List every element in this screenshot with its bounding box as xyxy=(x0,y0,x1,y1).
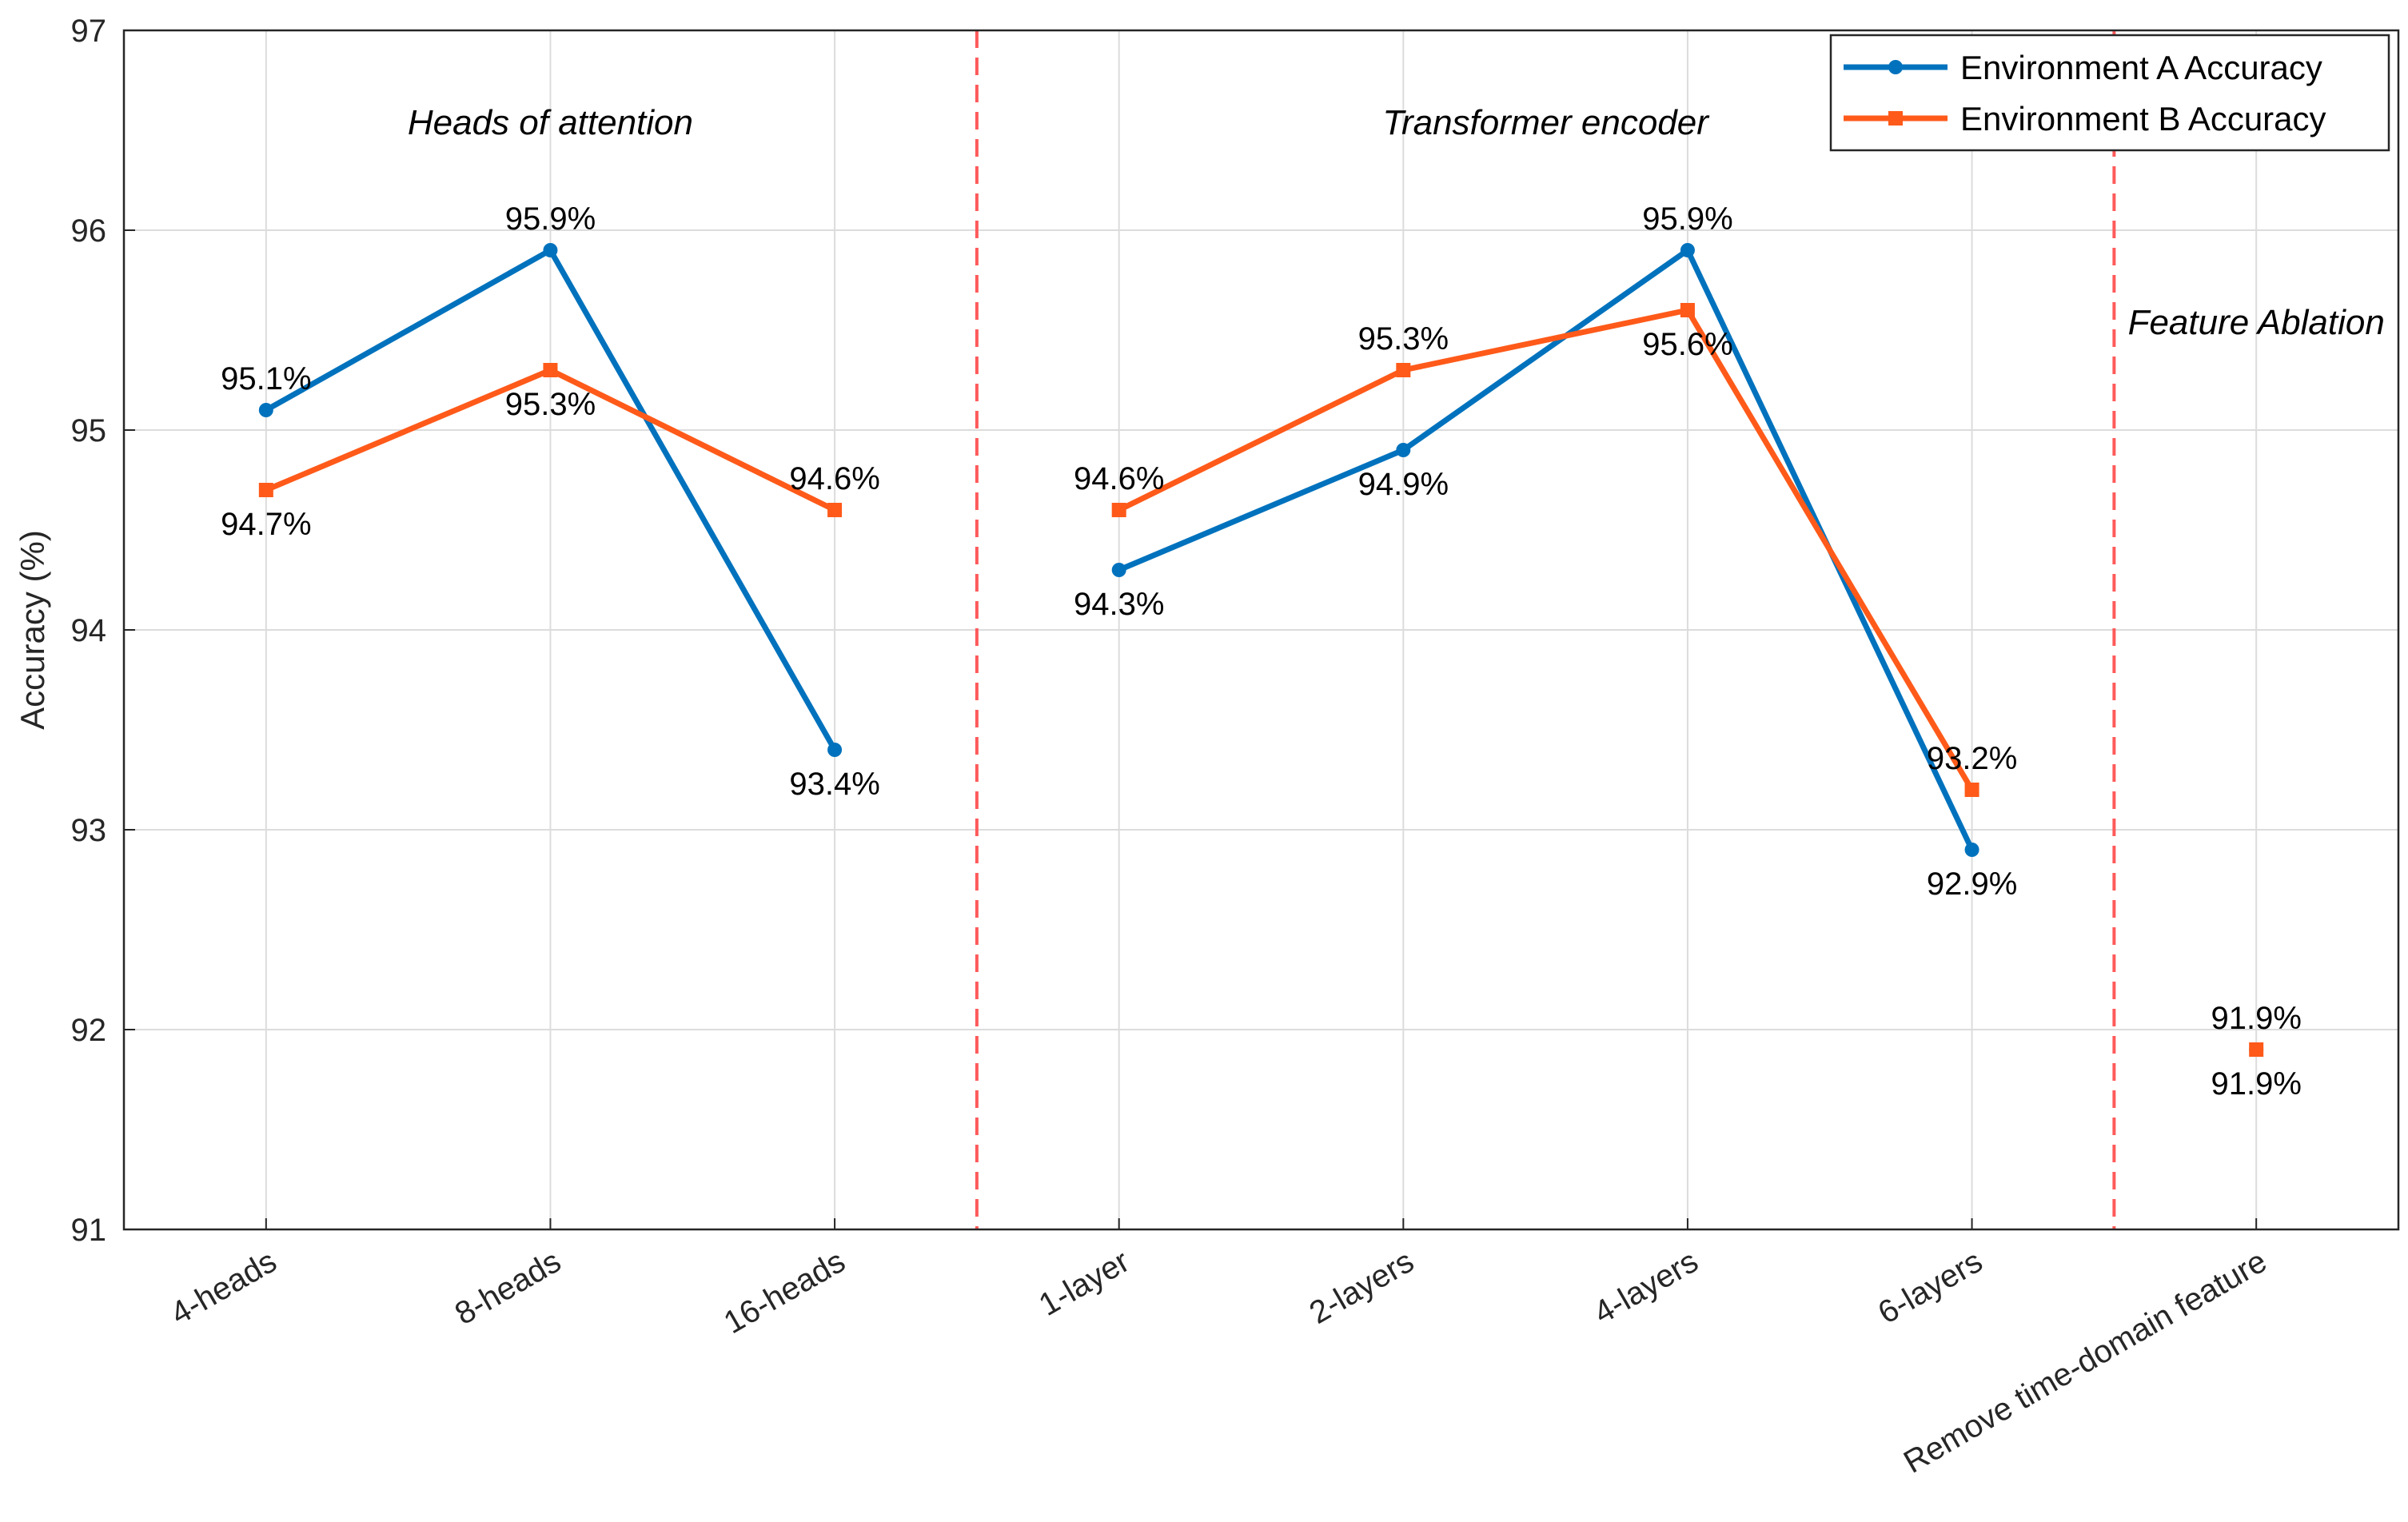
data-point-marker xyxy=(2249,1042,2264,1057)
group-label: Feature Ablation xyxy=(2128,303,2385,342)
legend: Environment A Accuracy Environment B Accu… xyxy=(1829,34,2390,152)
data-point-marker xyxy=(543,243,558,257)
data-labels-layer: Heads of attention Transformer encoder Fea… xyxy=(221,103,2385,1102)
x-tick-label: 6-layers xyxy=(1872,1244,1988,1331)
series-line xyxy=(1118,307,1975,791)
data-label: 95.3% xyxy=(1358,321,1449,357)
data-label: 94.6% xyxy=(1074,461,1164,496)
data-point-marker xyxy=(1396,363,1411,377)
data-label: 95.9% xyxy=(505,201,596,237)
data-label: 94.7% xyxy=(221,507,311,542)
data-point-marker xyxy=(258,483,273,497)
group-label: Transformer encoder xyxy=(1382,103,1710,142)
y-tick-label: 93 xyxy=(71,813,107,848)
legend-label: Environment B Accuracy xyxy=(1960,100,2326,137)
data-label: 91.9% xyxy=(2211,1066,2301,1102)
data-label: 95.6% xyxy=(1642,327,1732,362)
data-label: 92.9% xyxy=(1927,867,2017,902)
data-label: 91.9% xyxy=(2211,1001,2301,1036)
x-tick-label: 4-layers xyxy=(1588,1244,1704,1331)
data-point-marker xyxy=(1680,303,1695,317)
y-tick-label: 95 xyxy=(71,413,107,448)
data-point-marker xyxy=(258,403,273,417)
data-point-marker xyxy=(1964,783,1979,797)
separator-layer xyxy=(975,30,2116,1229)
data-label: 94.9% xyxy=(1358,467,1449,502)
legend-marker xyxy=(1888,60,1903,74)
data-point-marker xyxy=(1111,563,1126,577)
plot-frame xyxy=(122,29,2400,1231)
data-point-marker xyxy=(1396,443,1411,457)
data-label: 95.3% xyxy=(505,387,596,422)
y-tick-label: 91 xyxy=(71,1213,107,1248)
data-point-marker xyxy=(1964,843,1979,857)
data-label: 93.2% xyxy=(1927,741,2017,776)
markers-layer xyxy=(258,243,2264,1057)
legend-box xyxy=(1829,34,2390,152)
y-tick-label: 94 xyxy=(71,613,107,648)
x-tick-label: 2-layers xyxy=(1304,1244,1420,1331)
x-tick-label: 1-layer xyxy=(1033,1244,1135,1323)
data-label: 93.4% xyxy=(789,767,879,802)
y-tick-label: 92 xyxy=(71,1013,107,1048)
data-point-marker xyxy=(1680,243,1695,257)
data-label: 94.6% xyxy=(789,461,879,496)
group-label: Heads of attention xyxy=(408,103,693,142)
data-label: 94.3% xyxy=(1074,587,1164,622)
legend-label: Environment A Accuracy xyxy=(1960,49,2322,86)
y-tick-label: 96 xyxy=(71,213,107,249)
data-point-marker xyxy=(543,363,558,377)
grid-layer xyxy=(124,30,2398,1230)
y-tick-label: 97 xyxy=(71,14,107,49)
data-label: 95.1% xyxy=(221,361,311,396)
data-point-marker xyxy=(1111,503,1126,517)
data-label: 95.9% xyxy=(1642,201,1732,237)
legend-marker xyxy=(1888,111,1903,126)
x-tick-label: 4-heads xyxy=(165,1244,282,1332)
x-tick-label: 8-heads xyxy=(449,1244,567,1332)
x-tick-label: 16-heads xyxy=(718,1244,851,1341)
data-point-marker xyxy=(827,503,843,517)
data-point-marker xyxy=(827,743,843,757)
y-axis-title: Accuracy (%) xyxy=(14,530,51,730)
